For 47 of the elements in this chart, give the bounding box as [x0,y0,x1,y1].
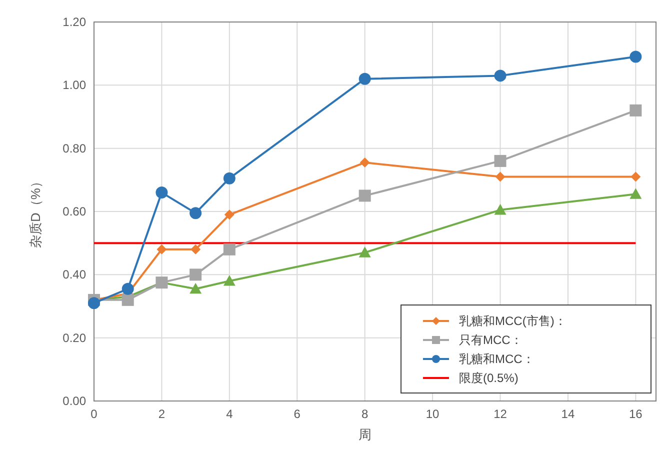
point [630,188,642,199]
x-tick-label: 0 [90,407,98,421]
point [190,268,202,281]
point [630,172,641,182]
point [224,210,234,220]
y-tick-label: 0.40 [62,268,86,282]
point [122,294,134,306]
point [358,246,371,258]
point [358,72,371,85]
point [360,158,370,168]
point [358,190,371,202]
point [190,244,201,254]
point [494,204,506,215]
point [223,274,236,286]
x-tick-label: 10 [426,407,440,421]
point [156,244,167,254]
y-tick-label: 0.80 [62,141,86,156]
legend-label: 乳糖和MCC： [459,352,534,366]
point [223,172,236,184]
x-tick-label: 2 [158,407,166,421]
y-tick-label: 0.00 [62,394,86,408]
point [223,243,236,256]
point [494,154,506,167]
legend-label: 乳糖和MCC(市售)： [459,314,566,328]
point [494,70,506,82]
point [122,282,134,295]
point [495,172,506,182]
point [630,104,642,116]
point [190,282,202,294]
legend-label: 只有MCC： [459,333,522,347]
y-axis-title: 杂质D（%） [28,175,43,248]
point [190,207,202,220]
x-tick-label: 14 [561,407,575,421]
point [156,186,168,199]
x-tick-label: 16 [629,407,643,421]
x-tick-label: 4 [226,407,234,421]
point [630,50,642,63]
x-axis-title: 周 [358,427,372,442]
x-tick-label: 12 [494,407,508,421]
point [88,297,100,310]
x-tick-label: 8 [362,407,368,421]
y-tick-label: 1.00 [62,78,86,92]
y-tick-label: 0.60 [62,204,86,218]
legend-label: 限度(0.5%) [459,371,518,385]
y-tick-label: 1.20 [62,15,86,29]
x-tick-label: 6 [294,407,301,421]
y-tick-label: 0.20 [62,330,86,345]
